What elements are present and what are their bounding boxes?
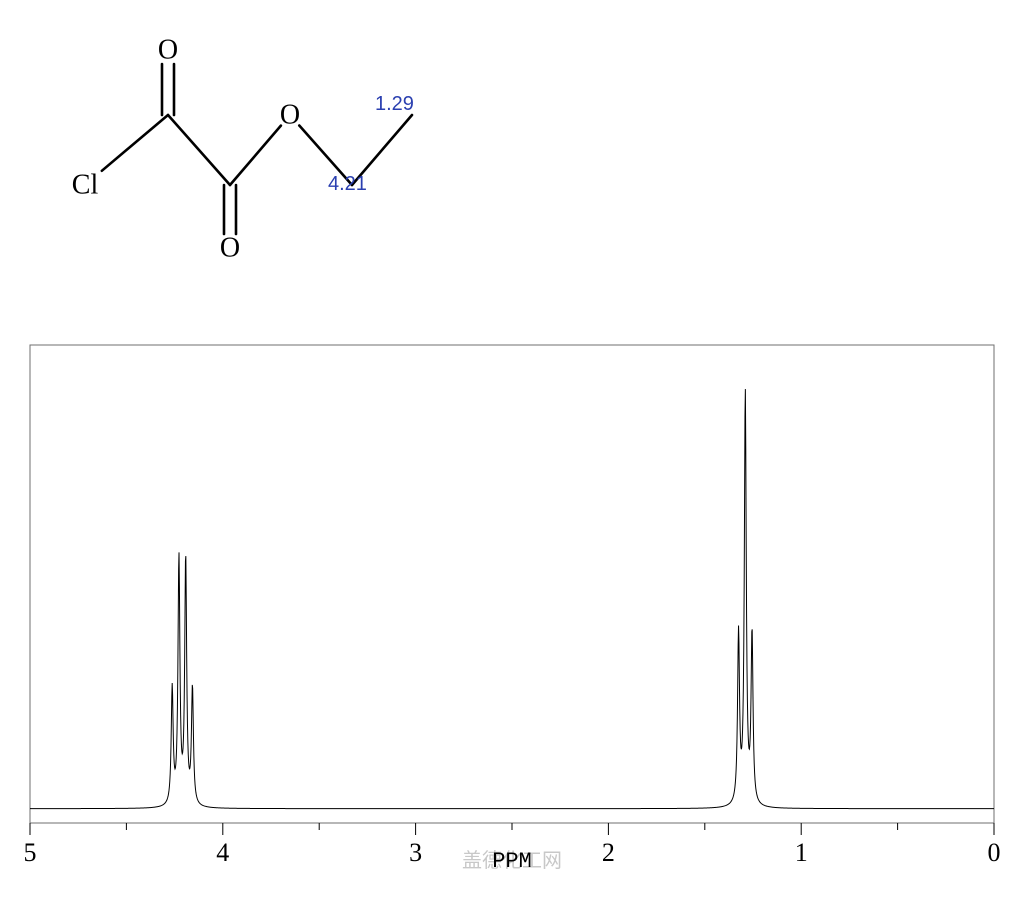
atom-label-O1: O — [158, 35, 178, 66]
x-tick-label: 2 — [602, 838, 615, 867]
x-tick-label: 1 — [795, 838, 808, 867]
nmr-spectrum: 543210盖德化工网PPM — [20, 335, 1004, 875]
atom-label-O2: O — [220, 233, 240, 264]
structure-svg: O O O Cl 1.29 4.21 — [30, 10, 450, 300]
x-tick-label: 3 — [409, 838, 422, 867]
x-axis-label: PPM — [492, 849, 532, 874]
atom-label-Cl: Cl — [72, 170, 99, 201]
spectrum-frame — [30, 345, 994, 823]
shift-label: 1.29 — [375, 93, 414, 115]
x-tick-label: 4 — [216, 838, 229, 867]
x-tick-label: 5 — [24, 838, 37, 867]
atom-label-O3: O — [280, 100, 300, 131]
shift-label: 4.21 — [328, 173, 367, 195]
molecular-structure: O O O Cl 1.29 4.21 — [30, 10, 450, 300]
x-tick-label: 0 — [988, 838, 1001, 867]
spectrum-svg: 543210盖德化工网PPM — [20, 335, 1004, 875]
